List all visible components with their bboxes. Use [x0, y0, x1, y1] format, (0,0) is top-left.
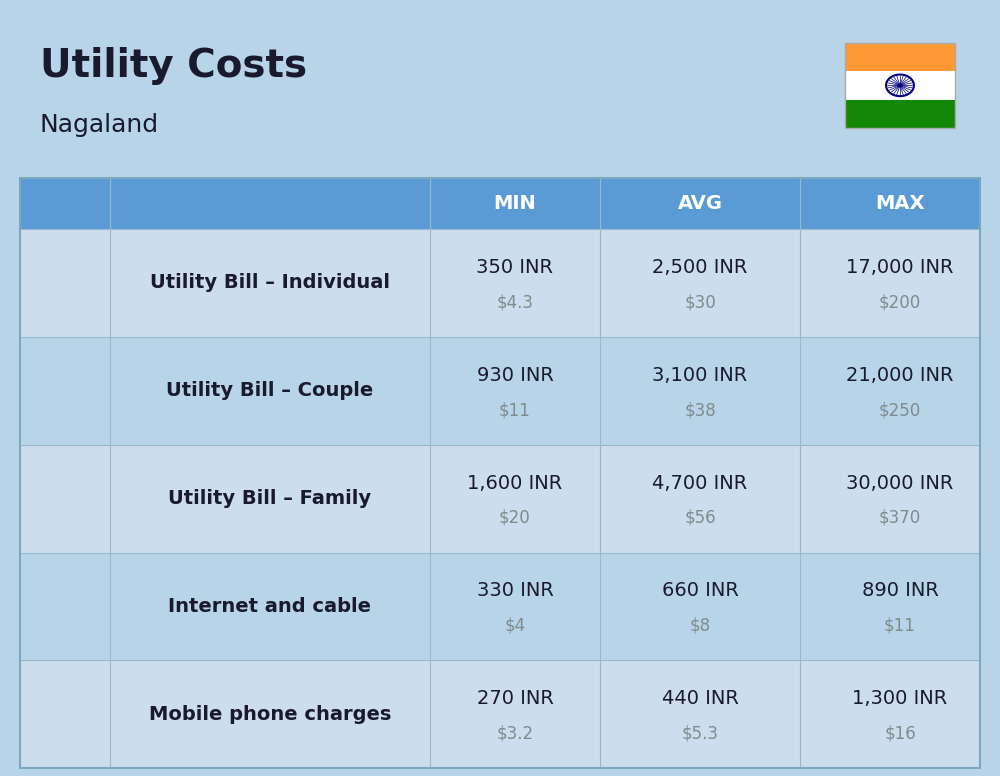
Text: $8: $8 — [689, 617, 711, 635]
Text: Nagaland: Nagaland — [40, 113, 159, 137]
Text: AVG: AVG — [678, 194, 722, 213]
Text: 4,700 INR: 4,700 INR — [652, 473, 748, 493]
Text: $200: $200 — [879, 293, 921, 311]
FancyBboxPatch shape — [845, 43, 955, 71]
Circle shape — [898, 84, 902, 87]
Text: 350 INR: 350 INR — [477, 258, 554, 277]
FancyBboxPatch shape — [845, 99, 955, 128]
FancyBboxPatch shape — [845, 71, 955, 99]
Text: $5.3: $5.3 — [682, 725, 718, 743]
Text: $370: $370 — [879, 509, 921, 527]
FancyBboxPatch shape — [20, 553, 980, 660]
FancyBboxPatch shape — [20, 445, 980, 553]
Text: $11: $11 — [499, 401, 531, 419]
Text: Utility Bill – Individual: Utility Bill – Individual — [150, 273, 390, 293]
Text: Utility Bill – Family: Utility Bill – Family — [168, 489, 372, 508]
Text: MAX: MAX — [875, 194, 925, 213]
Text: Mobile phone charges: Mobile phone charges — [149, 705, 391, 724]
Text: 1,300 INR: 1,300 INR — [852, 689, 948, 708]
Text: 30,000 INR: 30,000 INR — [846, 473, 954, 493]
Text: 1,600 INR: 1,600 INR — [467, 473, 563, 493]
Text: $4: $4 — [504, 617, 526, 635]
Text: $250: $250 — [879, 401, 921, 419]
Text: $30: $30 — [684, 293, 716, 311]
Text: $4.3: $4.3 — [496, 293, 534, 311]
Text: 440 INR: 440 INR — [662, 689, 738, 708]
Text: $16: $16 — [884, 725, 916, 743]
FancyBboxPatch shape — [20, 178, 980, 229]
Text: MIN: MIN — [494, 194, 536, 213]
Text: $3.2: $3.2 — [496, 725, 534, 743]
Text: Utility Costs: Utility Costs — [40, 47, 307, 85]
Text: 890 INR: 890 INR — [862, 581, 938, 601]
Text: Utility Bill – Couple: Utility Bill – Couple — [166, 381, 374, 400]
FancyBboxPatch shape — [20, 337, 980, 445]
Text: $11: $11 — [884, 617, 916, 635]
Text: $20: $20 — [499, 509, 531, 527]
Text: $56: $56 — [684, 509, 716, 527]
FancyBboxPatch shape — [20, 229, 980, 337]
Text: 270 INR: 270 INR — [477, 689, 553, 708]
FancyBboxPatch shape — [20, 660, 980, 768]
Text: 2,500 INR: 2,500 INR — [652, 258, 748, 277]
Text: 17,000 INR: 17,000 INR — [846, 258, 954, 277]
Text: 3,100 INR: 3,100 INR — [652, 365, 748, 385]
Text: 330 INR: 330 INR — [477, 581, 553, 601]
Text: 21,000 INR: 21,000 INR — [846, 365, 954, 385]
Text: 660 INR: 660 INR — [662, 581, 738, 601]
Text: 930 INR: 930 INR — [477, 365, 553, 385]
Text: Internet and cable: Internet and cable — [168, 597, 372, 616]
Text: $38: $38 — [684, 401, 716, 419]
